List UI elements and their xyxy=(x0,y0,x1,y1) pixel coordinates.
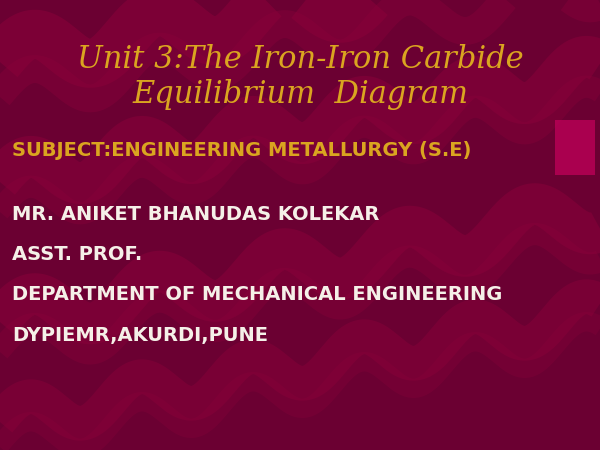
Text: ASST. PROF.: ASST. PROF. xyxy=(12,246,142,265)
Text: DEPARTMENT OF MECHANICAL ENGINEERING: DEPARTMENT OF MECHANICAL ENGINEERING xyxy=(12,285,502,305)
Text: DYPIEMR,AKURDI,PUNE: DYPIEMR,AKURDI,PUNE xyxy=(12,325,268,345)
Text: SUBJECT:ENGINEERING METALLURGY (S.E): SUBJECT:ENGINEERING METALLURGY (S.E) xyxy=(12,140,472,159)
Text: Equilibrium  Diagram: Equilibrium Diagram xyxy=(132,80,468,111)
Text: MR. ANIKET BHANUDAS KOLEKAR: MR. ANIKET BHANUDAS KOLEKAR xyxy=(12,206,379,225)
Bar xyxy=(555,120,595,175)
Text: Unit 3:The Iron-Iron Carbide: Unit 3:The Iron-Iron Carbide xyxy=(77,45,523,76)
